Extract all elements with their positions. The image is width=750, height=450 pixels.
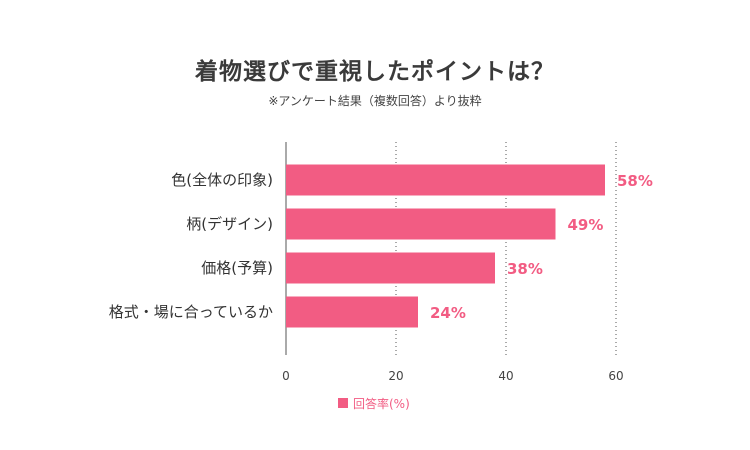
value-label-2: 38% [507,260,543,278]
chart-subtitle: ※アンケート結果（複数回答）より抜粋 [268,94,482,108]
bar-3 [286,296,418,328]
bars [286,164,605,328]
legend-swatch [338,398,348,408]
x-tick-0: 0 [282,369,290,383]
value-label-1: 49% [568,216,604,234]
bar-1 [286,208,556,240]
x-tick-3: 60 [608,369,623,383]
x-tick-1: 20 [388,369,403,383]
value-label-3: 24% [430,304,466,322]
bar-2 [286,252,495,284]
legend-label: 回答率(%) [353,396,410,411]
legend: 回答率(%) [338,396,410,411]
category-label-2: 価格(予算) [201,259,273,277]
chart-title: 着物選びで重視したポイントは？ [195,59,555,85]
bar-0 [286,164,605,196]
value-label-0: 58% [617,172,653,190]
category-label-1: 柄(デザイン) [186,215,273,233]
x-tick-2: 40 [498,369,513,383]
labels: 色(全体の印象) 58% 柄(デザイン) 49% 価格(予算) 38% 格式・場に合っている… [109,171,653,322]
category-label-3: 格式・場に合っているか [109,303,273,321]
category-label-0: 色(全体の印象) [171,171,273,189]
x-tick-labels: 0 20 40 60 [282,369,623,383]
